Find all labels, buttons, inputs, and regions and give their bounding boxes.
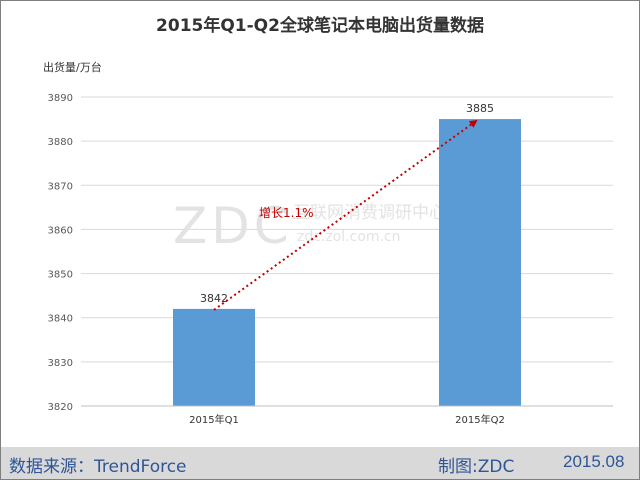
footer-maker: 制图:ZDC [438, 457, 515, 477]
footer-date: 2015.08 [563, 452, 625, 471]
y-axis-label: 出货量/万台 [43, 60, 102, 74]
bar-chart: 出货量/万台 3820 3830 3840 3850 3860 3870 3880 3890 ZD… [43, 60, 613, 426]
bar [173, 308, 255, 406]
y-tick-label: 3860 [48, 225, 73, 236]
x-tick-label: 2015年Q1 [189, 413, 239, 426]
y-tick-label: 3870 [48, 181, 73, 192]
y-tick-label: 3840 [48, 314, 73, 325]
y-tick-label: 3850 [48, 270, 73, 281]
watermark-text: 互联网消费调研中心 [293, 203, 446, 223]
data-label: 3842 [200, 292, 228, 305]
y-tick-label: 3890 [48, 93, 73, 104]
footer-bar: 数据来源：TrendForce 制图:ZDC 2015.08 [1, 447, 639, 479]
y-tick-label: 3830 [48, 358, 73, 369]
y-tick-label: 3880 [48, 137, 73, 148]
y-tick-label: 3820 [48, 402, 73, 413]
watermark-url: zdc.zol.com.cn [297, 229, 401, 245]
bar [439, 119, 521, 407]
watermark-logo: ZDC [173, 197, 293, 255]
x-tick-label: 2015年Q2 [455, 413, 505, 426]
growth-annotation: 增长1.1% [259, 206, 314, 220]
chart-title: 2015年Q1-Q2全球笔记本电脑出货量数据 [156, 16, 484, 36]
growth-arrow [213, 119, 478, 311]
data-label: 3885 [466, 102, 494, 115]
footer-source: 数据来源：TrendForce [9, 457, 187, 477]
